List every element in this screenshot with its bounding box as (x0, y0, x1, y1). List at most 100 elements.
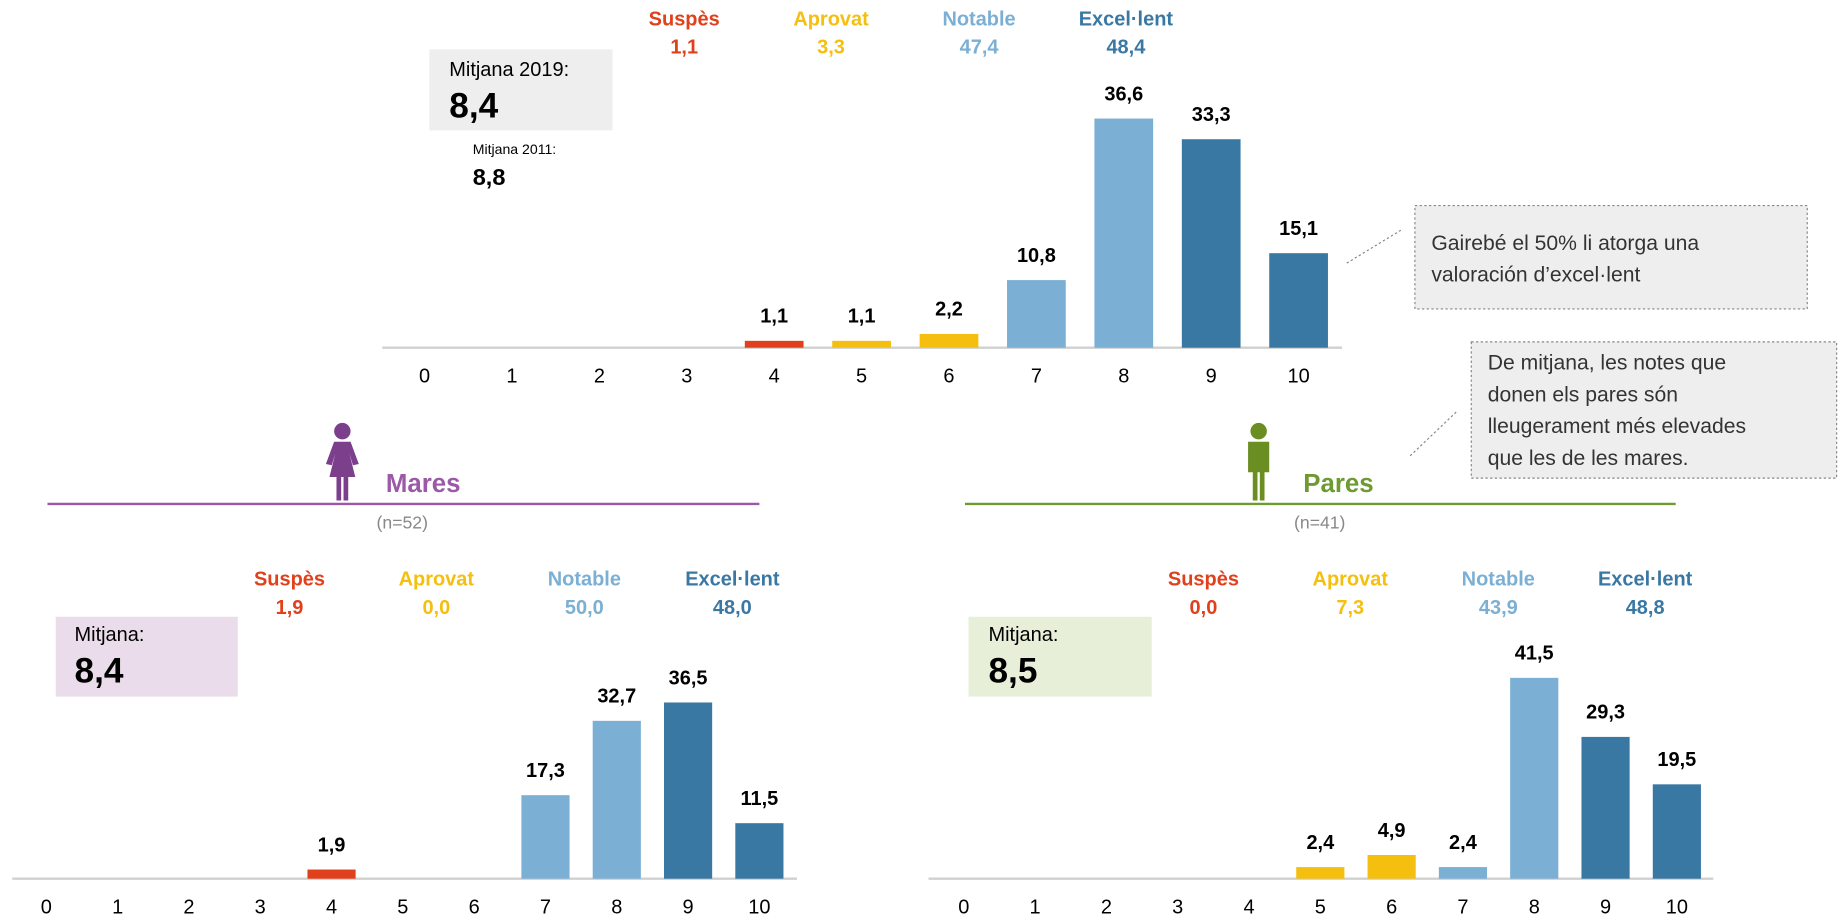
data-label: 1,1 (760, 306, 788, 328)
data-label: 2,4 (1449, 832, 1477, 854)
group-name: Aprovat (399, 569, 475, 591)
group-name: Suspès (649, 8, 720, 30)
x-tick-label: 5 (397, 896, 408, 918)
bar (663, 702, 713, 879)
data-label: 41,5 (1515, 643, 1554, 665)
mean-label: Mitjana: (988, 624, 1058, 646)
group-value: 0,0 (422, 597, 450, 619)
note-box (1414, 204, 1808, 310)
mean-label: Mitjana 2019: (449, 59, 569, 81)
group-value: 48,8 (1626, 597, 1665, 619)
x-tick-label: 0 (41, 896, 52, 918)
bar (1269, 253, 1328, 348)
x-tick-label: 10 (748, 896, 770, 918)
bar (919, 333, 979, 348)
group-name: Notable (548, 569, 621, 591)
annotation: De mitjana, les notes que (1488, 352, 1726, 375)
data-label: 36,5 (669, 667, 708, 689)
bar (1367, 854, 1416, 879)
data-label: 33,3 (1192, 104, 1231, 126)
mean-box (55, 616, 238, 697)
data-label: 32,7 (597, 686, 636, 708)
group-name: Suspès (1168, 569, 1239, 591)
data-label: 19,5 (1657, 749, 1696, 771)
mean-label: Mitjana 2011: (473, 141, 556, 157)
x-tick-label: 8 (611, 896, 622, 918)
annotation: donen els pares són (1488, 383, 1678, 406)
x-tick-label: 2 (594, 365, 605, 387)
bar (1181, 139, 1241, 348)
x-tick-label: 3 (681, 365, 692, 387)
x-tick-label: 1 (1030, 896, 1041, 918)
x-tick-label: 2 (183, 896, 194, 918)
bar (735, 823, 784, 879)
mean-value: 8,4 (449, 86, 498, 125)
data-label: 4,9 (1378, 820, 1406, 842)
group-name: Notable (1462, 569, 1535, 591)
group-name: Excel·lent (685, 569, 780, 591)
x-tick-label: 5 (1315, 896, 1326, 918)
x-tick-label: 9 (1206, 365, 1217, 387)
data-label: 10,8 (1017, 245, 1056, 267)
group-value: 50,0 (565, 597, 604, 619)
data-label: 1,9 (318, 834, 346, 856)
data-label: 17,3 (526, 760, 565, 782)
mean-box (429, 49, 613, 131)
bar (1007, 280, 1066, 348)
group-value: 1,1 (670, 36, 698, 58)
x-tick-label: 9 (683, 896, 694, 918)
bar (592, 720, 641, 879)
bar (1296, 867, 1345, 879)
female-icon (325, 422, 359, 501)
group-value: 3,3 (817, 36, 845, 58)
x-tick-label: 0 (419, 365, 430, 387)
group-value: 47,4 (960, 36, 999, 58)
x-tick-label: 8 (1529, 896, 1540, 918)
x-tick-label: 6 (943, 365, 954, 387)
mean-value: 8,5 (988, 651, 1037, 690)
bar (1652, 784, 1701, 879)
x-tick-label: 10 (1287, 365, 1309, 387)
x-tick-label: 7 (540, 896, 551, 918)
group-name: Excel·lent (1079, 8, 1174, 30)
x-tick-label: 4 (326, 896, 337, 918)
bar (521, 795, 570, 879)
male-icon (1248, 422, 1270, 501)
group-value: 48,0 (713, 597, 752, 619)
bar (1581, 736, 1630, 879)
x-tick-label: 9 (1600, 896, 1611, 918)
group-name: Aprovat (793, 8, 869, 30)
section-title: Pares (1303, 470, 1373, 498)
bar (832, 340, 891, 348)
data-label: 2,4 (1306, 832, 1334, 854)
x-tick-label: 3 (1172, 896, 1183, 918)
x-tick-label: 0 (958, 896, 969, 918)
x-tick-label: 1 (112, 896, 123, 918)
data-label: 36,6 (1104, 83, 1143, 105)
group-value: 43,9 (1479, 597, 1518, 619)
x-tick-label: 10 (1666, 896, 1688, 918)
data-label: 15,1 (1279, 218, 1318, 240)
section-subtitle: (n=41) (1294, 513, 1345, 533)
x-tick-label: 6 (1386, 896, 1397, 918)
x-tick-label: 7 (1457, 896, 1468, 918)
note-box (1470, 341, 1838, 479)
note-connector (1409, 410, 1458, 457)
data-label: 1,1 (848, 306, 876, 328)
bar (1094, 118, 1154, 348)
x-tick-label: 6 (469, 896, 480, 918)
group-name: Suspès (254, 569, 325, 591)
group-value: 1,9 (276, 597, 304, 619)
bar (1438, 867, 1488, 879)
x-tick-label: 4 (1243, 896, 1254, 918)
mean-label: Mitjana: (75, 624, 145, 646)
section-title: Mares (386, 470, 461, 498)
annotation: Gairebé el 50% li atorga una (1431, 232, 1699, 255)
mean-value: 8,8 (473, 164, 506, 190)
group-value: 7,3 (1336, 597, 1364, 619)
data-label: 29,3 (1586, 702, 1625, 724)
annotation: que les de les mares. (1488, 447, 1689, 470)
x-tick-label: 5 (856, 365, 867, 387)
data-label: 11,5 (741, 788, 779, 810)
